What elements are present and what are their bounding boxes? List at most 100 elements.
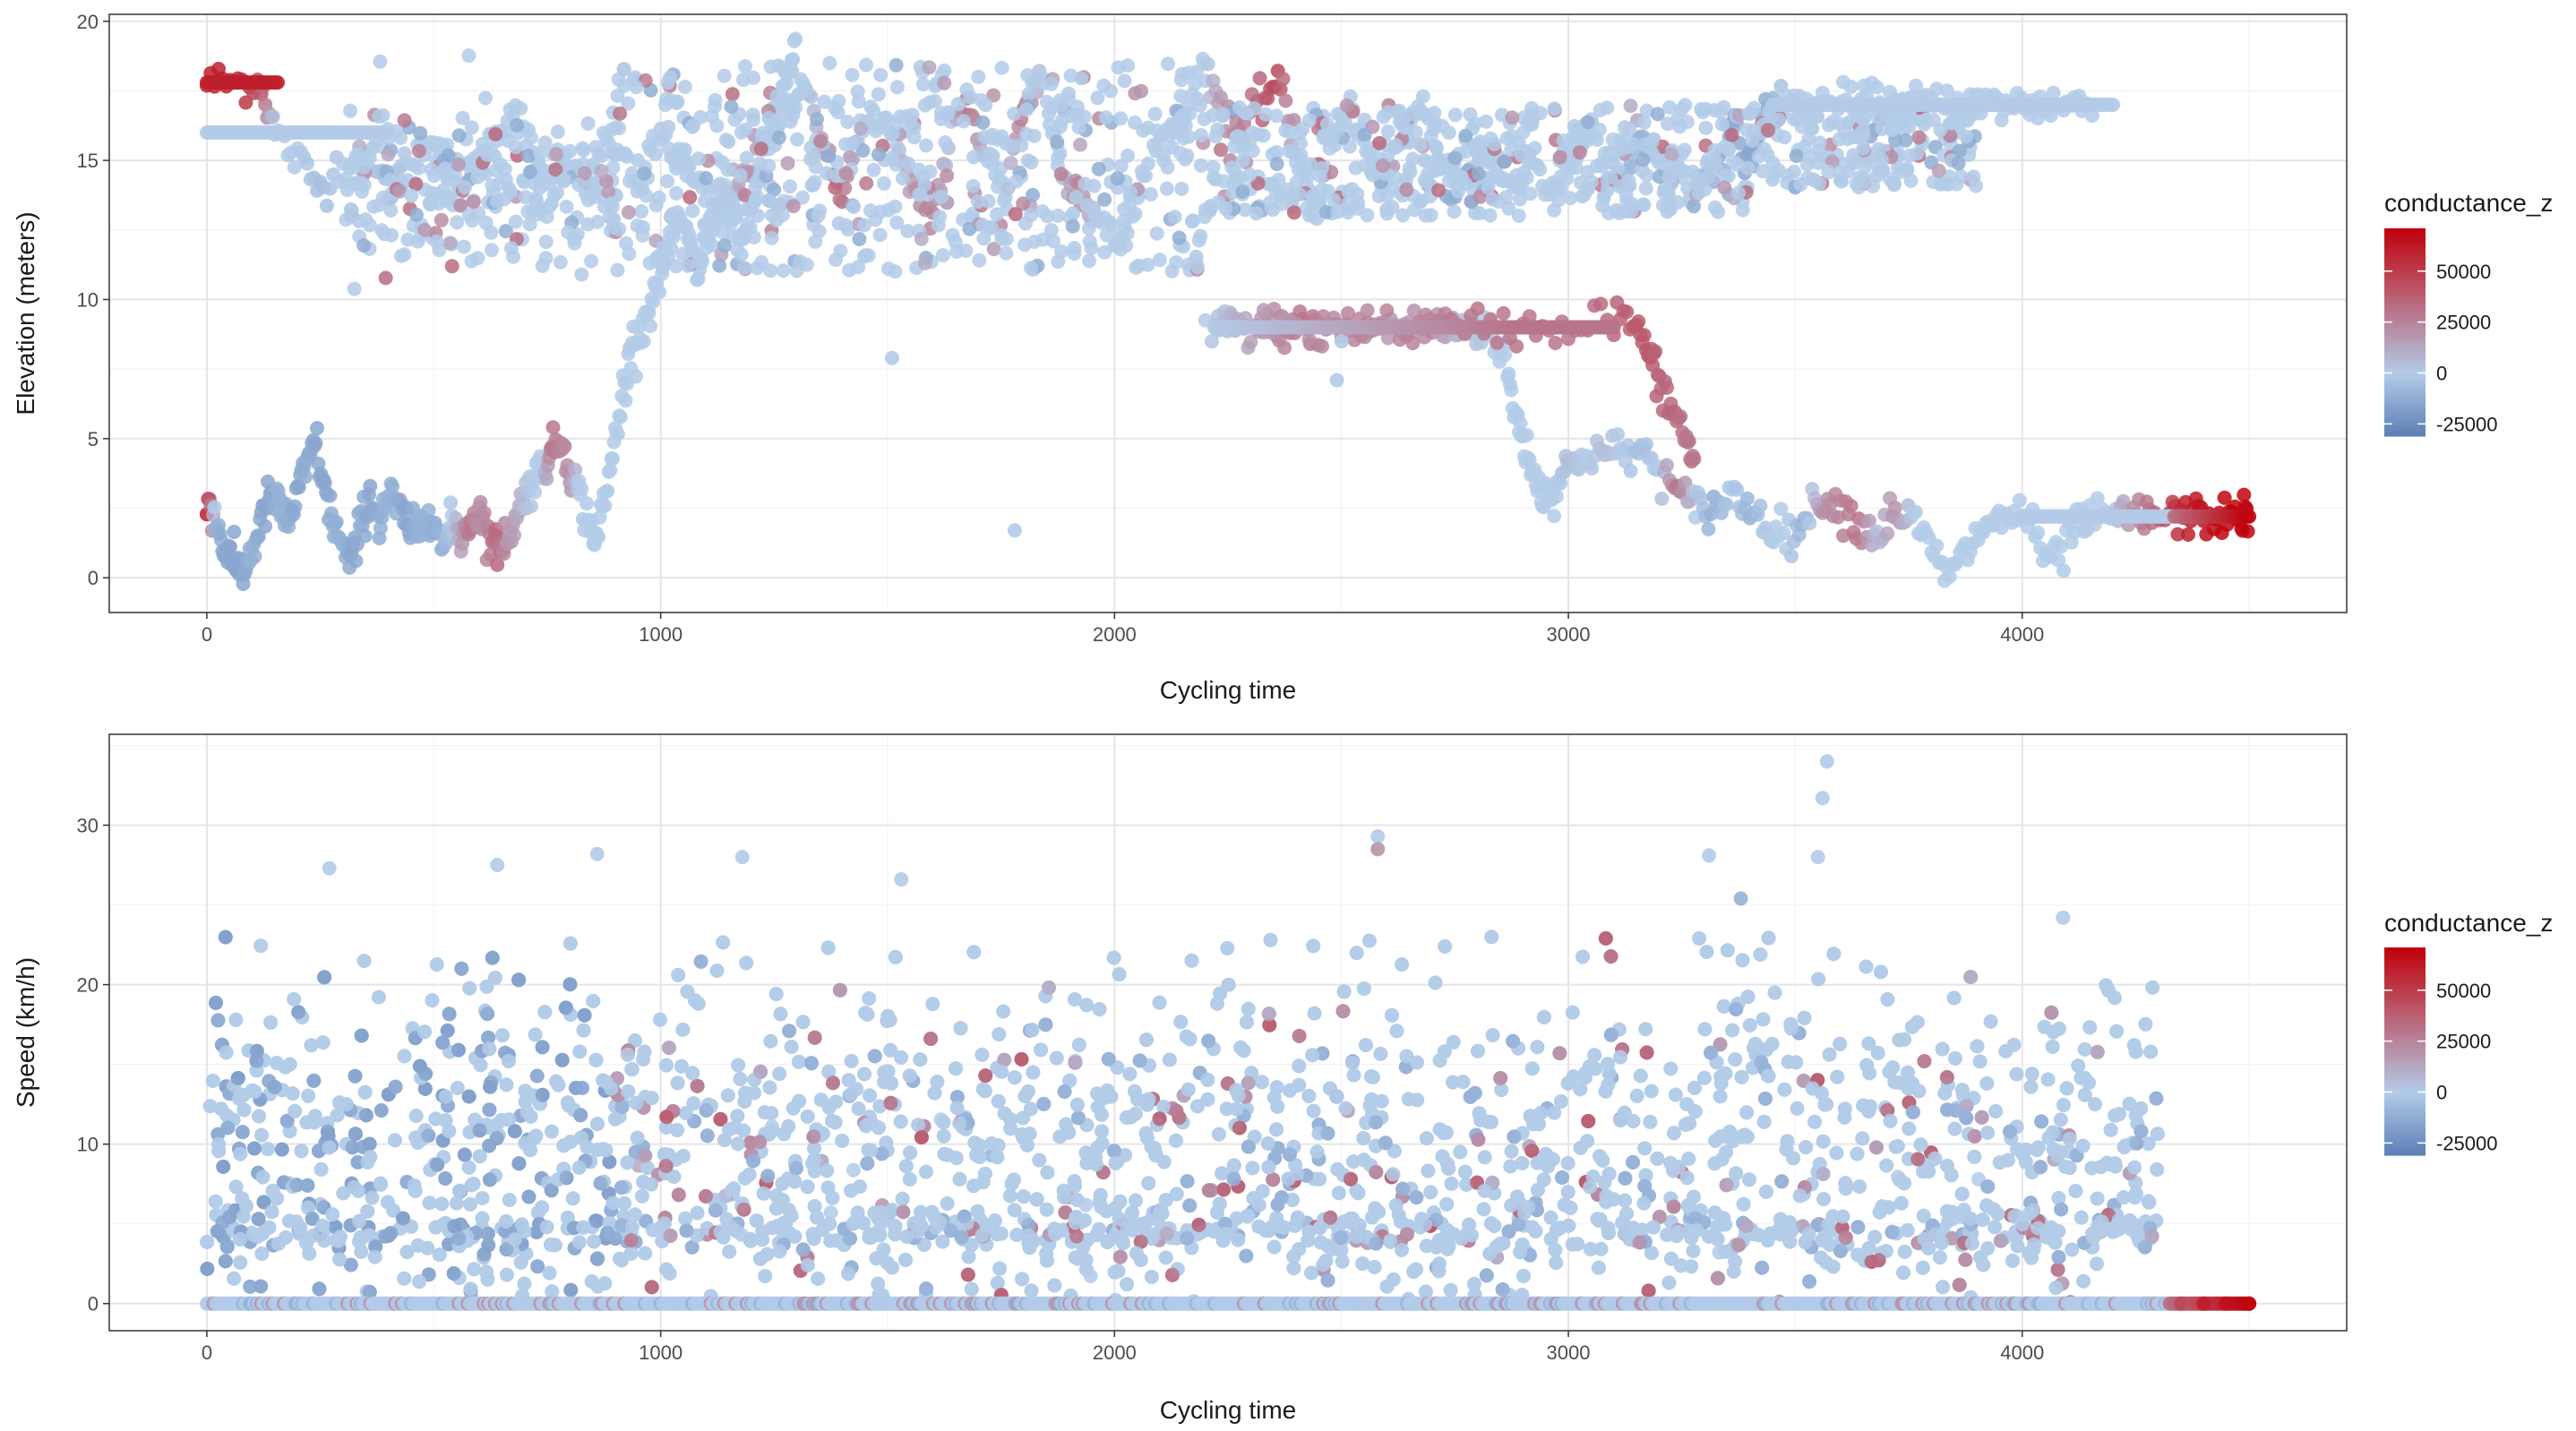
data-point: [1519, 427, 1534, 442]
data-point: [616, 62, 631, 77]
legend-color-step: [2384, 353, 2426, 357]
data-point: [1193, 158, 1208, 173]
data-point: [1594, 156, 1610, 171]
data-point: [470, 169, 485, 184]
data-point: [591, 530, 606, 544]
data-point: [1035, 204, 1050, 219]
data-point: [562, 143, 578, 159]
data-point: [605, 145, 620, 160]
data-point: [643, 319, 658, 334]
data-point: [1086, 178, 1102, 193]
data-point: [1230, 129, 1245, 144]
data-point: [1843, 499, 1859, 513]
data-point: [1256, 128, 1271, 143]
data-point: [381, 147, 396, 162]
legend-color-step: [2384, 387, 2426, 392]
data-point: [520, 149, 536, 164]
data-point: [357, 528, 373, 544]
data-point: [999, 245, 1014, 261]
data-point: [895, 171, 910, 186]
data-point: [1334, 334, 1349, 349]
legend-color-step: [2384, 332, 2426, 337]
data-point: [2057, 563, 2071, 578]
data-point: [1504, 142, 1519, 157]
data-point: [397, 146, 412, 161]
data-point: [1648, 344, 1662, 359]
data-point: [545, 420, 561, 435]
data-point: [683, 190, 698, 205]
data-point: [699, 171, 714, 185]
data-point: [490, 557, 505, 572]
data-point: [806, 177, 821, 193]
legend-color-step: [2384, 277, 2426, 281]
legend-color-step: [2384, 242, 2426, 246]
data-point: [981, 193, 996, 209]
data-point: [590, 214, 605, 229]
legend-color-step: [2384, 255, 2426, 261]
data-point: [1552, 150, 1567, 165]
legend-color-step: [2384, 398, 2426, 402]
data-point: [1606, 320, 1621, 335]
data-point: [786, 52, 801, 67]
legend-color-step: [2384, 231, 2426, 236]
data-point: [725, 87, 740, 102]
legend-color-step: [2384, 381, 2426, 385]
legend-color-step: [2384, 304, 2426, 309]
data-point: [621, 205, 636, 220]
legend-color-step: [2384, 262, 2426, 268]
data-point: [592, 510, 607, 525]
data-point: [838, 218, 854, 233]
legend-color-step: [2384, 415, 2426, 420]
data-point: [634, 204, 649, 219]
data-point: [934, 189, 949, 204]
data-point: [1051, 208, 1066, 223]
data-point: [348, 553, 364, 569]
data-point: [1707, 200, 1722, 215]
data-point: [1278, 93, 1293, 108]
data-point: [846, 200, 862, 214]
data-point: [608, 120, 623, 135]
data-point: [770, 58, 786, 73]
data-point: [1193, 128, 1208, 142]
data-point: [1724, 127, 1739, 142]
legend-color-step: [2384, 294, 2426, 298]
data-point: [1717, 180, 1732, 195]
data-point: [1804, 121, 1819, 136]
data-point: [1849, 176, 1864, 191]
data-point: [493, 157, 508, 172]
legend-color-step: [2384, 342, 2426, 347]
data-point: [1584, 461, 1600, 476]
data-point: [373, 54, 388, 69]
legend-color-step: [2384, 329, 2426, 333]
data-point: [945, 227, 960, 243]
data-point: [1167, 210, 1182, 225]
data-point: [1181, 129, 1196, 144]
data-point: [846, 1162, 861, 1178]
data-point: [660, 75, 675, 90]
data-point: [1866, 178, 1880, 193]
legend-color-step: [2384, 266, 2426, 270]
data-point: [652, 285, 667, 300]
data-point: [339, 212, 354, 227]
data-point: [605, 451, 621, 467]
data-point: [1415, 89, 1430, 104]
data-point: [785, 99, 800, 114]
data-point: [771, 130, 786, 145]
data-point: [718, 133, 734, 148]
data-point: [379, 125, 394, 140]
data-point: [1721, 141, 1736, 156]
data-point: [2046, 85, 2061, 100]
data-point: [840, 115, 855, 129]
data-point: [542, 199, 557, 214]
data-point: [2240, 524, 2255, 539]
data-point: [1672, 119, 1687, 134]
data-point: [523, 130, 538, 145]
data-point: [1636, 152, 1651, 167]
elevation-y-axis-title: Elevation (meters): [12, 211, 39, 415]
legend-break-label: 50000: [2436, 261, 2491, 283]
data-point: [1953, 168, 1969, 184]
data-point: [251, 529, 266, 544]
data-point: [872, 227, 888, 243]
legend-break-label: 25000: [2436, 312, 2491, 334]
